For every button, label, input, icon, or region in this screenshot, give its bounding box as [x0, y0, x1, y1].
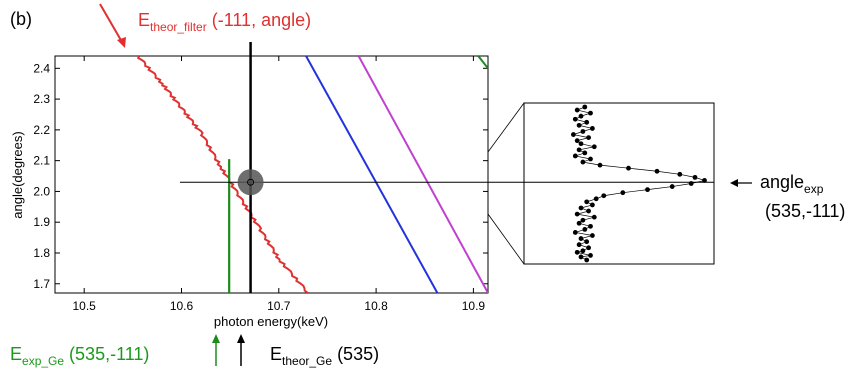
inset-point	[591, 214, 597, 220]
inset-frame	[523, 102, 715, 265]
angle-exp-label: angleexp	[760, 172, 824, 196]
x-axis-label: photon energy(keV)	[214, 314, 328, 329]
inset-point	[597, 162, 603, 168]
theor-filter-arrowhead	[117, 37, 126, 48]
inset-point	[580, 159, 586, 165]
inset-point	[572, 230, 578, 235]
inset-point	[645, 187, 650, 193]
inset-point	[576, 122, 582, 128]
axes: 10.5 10.6 10.7 10.8 10.9 1.7 1.8 1.9 2.0 2.1 2.2 2.…	[33, 56, 488, 313]
inset-point	[669, 184, 675, 189]
x-tick-label: 10.8	[364, 299, 388, 313]
y-tick-label: 2.1	[33, 154, 50, 168]
angle-exp-arrowhead	[730, 179, 738, 187]
inset-point	[591, 144, 597, 150]
inset-point	[576, 220, 582, 226]
inset-point	[593, 196, 599, 202]
theor-filter-arrow	[99, 3, 123, 43]
series-group	[136, 56, 488, 293]
inset-point	[578, 236, 584, 241]
y-tick-label: 2.3	[33, 92, 50, 106]
inset-point	[572, 153, 578, 159]
inset-point	[626, 165, 631, 171]
exp-ge-label: Eexp_Ge (535,-111)	[10, 344, 149, 368]
inset-point	[588, 110, 593, 116]
inset-point	[584, 257, 590, 263]
y-tick-label: 1.7	[33, 277, 50, 291]
inset-point	[576, 242, 582, 248]
series-line	[357, 56, 488, 293]
inset-point	[576, 147, 582, 153]
inset-point	[571, 132, 576, 137]
series-line	[477, 56, 488, 69]
inset-point	[590, 233, 595, 238]
inset-connector-bottom	[487, 213, 525, 265]
inset-point	[582, 104, 588, 110]
x-tick-label: 10.9	[462, 299, 486, 313]
inset-point	[580, 248, 586, 254]
x-tick-label: 10.6	[170, 299, 194, 313]
exp-ge-arrowhead	[212, 334, 220, 343]
inset-point	[586, 208, 591, 214]
series-line	[305, 56, 439, 293]
inset-point	[702, 178, 707, 183]
vertical-lines	[228, 42, 252, 293]
inset-point	[654, 168, 660, 174]
inset-point	[677, 171, 683, 177]
inset-point	[580, 217, 586, 223]
theor-ge-arrowhead	[237, 334, 245, 343]
inset-point	[590, 126, 595, 131]
inset-point	[578, 205, 584, 211]
theor-filter-label: Etheor_filter (-111, angle)	[138, 10, 311, 34]
inset-point	[578, 141, 584, 147]
y-tick-label: 2.0	[33, 184, 50, 198]
inset-point	[584, 119, 590, 125]
inset-point	[574, 107, 580, 113]
x-tick-label: 10.5	[73, 299, 97, 313]
inset-point	[586, 135, 591, 141]
y-tick-label: 1.9	[33, 215, 50, 229]
panel-label: (b)	[10, 9, 32, 29]
inset-point	[692, 174, 698, 180]
inset-point	[582, 150, 588, 156]
inset-point	[584, 239, 590, 245]
inset-line	[572, 106, 706, 261]
inset-point	[574, 249, 580, 255]
intersection-marker	[237, 169, 264, 196]
inset-point	[620, 190, 626, 196]
inset-point	[582, 227, 588, 232]
theor-ge-label: Etheor_Ge (535)	[270, 344, 379, 368]
inset-point	[588, 156, 593, 162]
inset-scatter	[571, 104, 707, 263]
y-tick-label: 1.8	[33, 246, 50, 260]
angle-exp-coords: (535,-111)	[765, 201, 845, 221]
inset-point	[574, 138, 580, 144]
inset-point	[588, 253, 593, 258]
inset-point	[572, 116, 578, 122]
inset-point	[590, 202, 595, 208]
inset-connector-top	[487, 102, 525, 153]
plot-frame	[54, 55, 489, 294]
inset-point	[574, 211, 580, 217]
inset-point	[588, 223, 593, 229]
inset-point	[584, 199, 590, 205]
inset-point	[578, 254, 584, 260]
series-line	[136, 56, 309, 293]
x-tick-label: 10.7	[267, 299, 291, 313]
inset-point	[601, 193, 607, 199]
y-axis-label: angle(degrees)	[10, 131, 25, 218]
inset-point	[586, 245, 591, 251]
inset-point	[580, 129, 586, 134]
y-tick-label: 2.2	[33, 123, 50, 137]
intersection-marker-core	[247, 178, 255, 186]
y-tick-label: 2.4	[33, 61, 50, 75]
inset-point	[578, 113, 584, 119]
